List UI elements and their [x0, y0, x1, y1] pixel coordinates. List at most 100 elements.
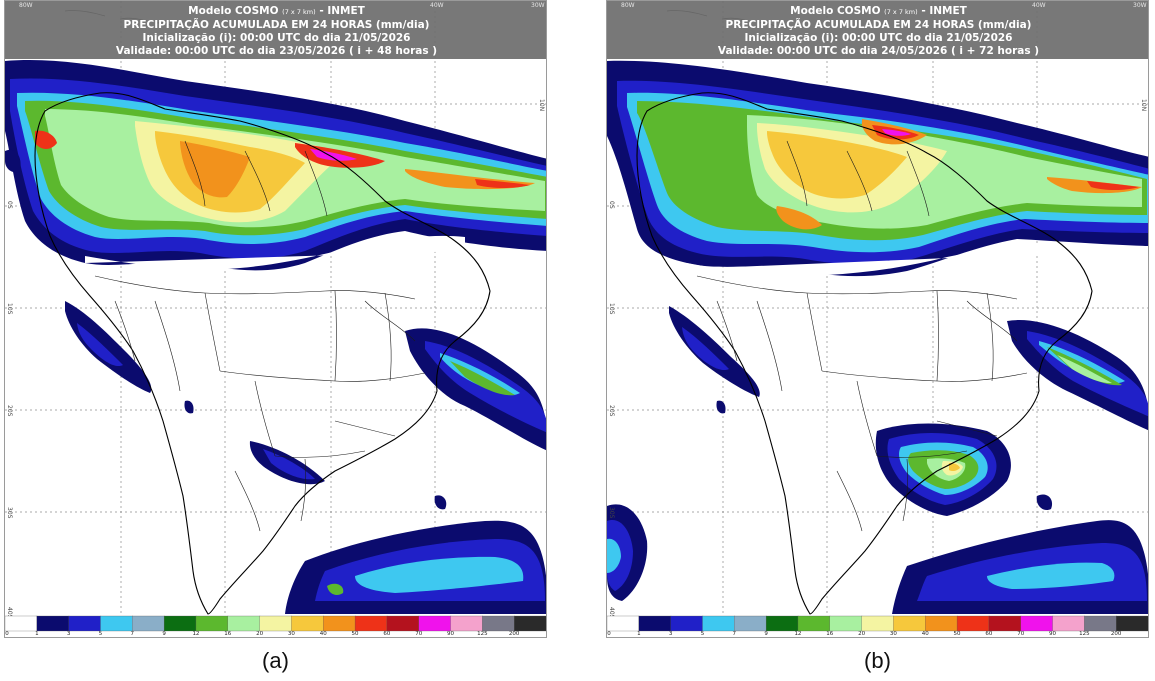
legend-swatch: [132, 615, 165, 632]
legend-swatch: [829, 615, 863, 632]
legend-swatch: [482, 615, 515, 632]
lat-label-20s: 20S: [6, 405, 13, 417]
legend-tick-label: 40: [921, 631, 929, 637]
legend-swatch: [195, 615, 229, 632]
legend-swatch: [291, 615, 324, 632]
legend-swatch: [956, 615, 990, 632]
header-line-4: Validade: 00:00 UTC do dia 24/05/2026 ( …: [717, 45, 1040, 57]
header-line-2: PRECIPITAÇÃO ACUMULADA EM 24 HORAS (mm/d…: [725, 19, 1032, 31]
legend-swatch: [670, 615, 704, 632]
lon-label-mid: 40W: [1032, 2, 1046, 9]
precipitation-map: [5, 1, 546, 615]
legend-tick-label: 3: [668, 631, 673, 637]
legend-tick-label: 5: [700, 631, 705, 637]
header-line-3: Inicialização (i): 00:00 UTC do dia 21/0…: [744, 32, 1013, 44]
legend-tick-label: 9: [162, 631, 166, 637]
header-line-4: Validade: 00:00 UTC do dia 23/05/2026 ( …: [115, 45, 438, 57]
legend-tick-label: 5: [98, 631, 103, 637]
lon-label-right: 30W: [531, 2, 545, 9]
lon-label-left: 80W: [621, 2, 635, 9]
legend-tick-label: 200: [508, 631, 520, 637]
map-frame: Modelo COSMO (7 x 7 km) - INMET PRECIPIT…: [606, 0, 1149, 638]
map-panel-b: Modelo COSMO (7 x 7 km) - INMET PRECIPIT…: [606, 0, 1149, 681]
legend-tick-label: 30: [889, 631, 897, 637]
lat-label-30s: 30S: [6, 507, 13, 519]
legend-swatch: [925, 615, 958, 632]
legend-tick-label: 12: [794, 631, 802, 637]
legend-swatch: [36, 615, 70, 632]
lat-label-10n: 10N: [538, 99, 545, 112]
legend-tick-label: 12: [192, 631, 200, 637]
legend-swatch: [354, 615, 388, 632]
coastline: [636, 92, 1093, 615]
legend-swatch: [1116, 615, 1148, 632]
legend-swatch: [893, 615, 926, 632]
legend-swatch: [418, 615, 452, 632]
legend-tick-label: 70: [415, 631, 423, 637]
political-borders: [696, 140, 1028, 532]
panel-caption-a: (a): [262, 648, 289, 673]
lat-label-20s: 20S: [608, 405, 615, 417]
color-legend-bar: [5, 615, 546, 632]
coastline: [34, 92, 491, 615]
legend-swatch: [1020, 615, 1054, 632]
map-header: Modelo COSMO (7 x 7 km) - INMET PRECIPIT…: [5, 1, 546, 59]
map-header: Modelo COSMO (7 x 7 km) - INMET PRECIPIT…: [607, 1, 1148, 59]
legend-tick-label: 1: [35, 631, 39, 637]
legend-tick-label: 20: [256, 631, 264, 637]
legend-tick-label: 60: [383, 631, 391, 637]
legend-swatch: [1084, 615, 1117, 632]
legend-swatch: [861, 615, 895, 632]
legend-tick-label: 40: [319, 631, 327, 637]
legend-swatch: [163, 615, 197, 632]
legend-tick-label: 7: [130, 631, 135, 637]
legend-swatch: [259, 615, 293, 632]
legend-swatch: [323, 615, 356, 632]
legend-swatch: [386, 615, 420, 632]
legend-swatch: [450, 615, 484, 632]
precip-field: [5, 60, 546, 614]
legend-tick-label: 16: [826, 631, 834, 637]
lat-label-30s: 30S: [608, 507, 615, 519]
lat-label-10n: 10N: [1140, 99, 1147, 112]
lat-label-0: 0S: [608, 201, 615, 209]
map-frame: Modelo COSMO (7 x 7 km) - INMET PRECIPIT…: [4, 0, 547, 638]
legend-swatch: [514, 615, 546, 632]
legend-swatch: [797, 615, 831, 632]
legend-tick-label: 16: [224, 631, 232, 637]
legend-tick-label: 9: [764, 631, 768, 637]
legend-tick-label: 90: [1049, 631, 1057, 637]
map-panel-a: Modelo COSMO (7 x 7 km) - INMET PRECIPIT…: [4, 0, 547, 681]
legend-tick-label: 0: [5, 631, 9, 637]
legend-swatch: [100, 615, 133, 632]
panel-caption-b: (b): [864, 648, 891, 673]
color-legend-ticks: 0 1 3 5 7 9 12 16 20 30 40 50 60 70 90 125 200: [607, 631, 1148, 637]
precip-field: [607, 60, 1148, 614]
legend-swatch: [765, 615, 799, 632]
lat-label-0: 0S: [6, 201, 13, 209]
legend-tick-label: 125: [1079, 631, 1090, 637]
legend-tick-label: 50: [953, 631, 961, 637]
header-line-1: Modelo COSMO (7 x 7 km) - INMET: [790, 5, 967, 17]
lon-label-mid: 40W: [430, 2, 444, 9]
lon-label-right: 30W: [1133, 2, 1147, 9]
legend-tick-label: 50: [351, 631, 359, 637]
legend-swatch: [988, 615, 1022, 632]
legend-tick-label: 20: [858, 631, 866, 637]
header-line-2: PRECIPITAÇÃO ACUMULADA EM 24 HORAS (mm/d…: [123, 19, 430, 31]
lat-label-10s: 10S: [608, 303, 615, 315]
color-legend-ticks: 0 1 3 5 7 9 12 16 20 30 40 50 60 70 90 125 200: [5, 631, 546, 637]
legend-tick-label: 0: [607, 631, 611, 637]
legend-swatch: [734, 615, 767, 632]
legend-tick-label: 200: [1110, 631, 1122, 637]
legend-tick-label: 3: [66, 631, 71, 637]
header-line-1: Modelo COSMO (7 x 7 km) - INMET: [188, 5, 365, 17]
legend-swatch: [227, 615, 261, 632]
legend-tick-label: 70: [1017, 631, 1025, 637]
header-line-3: Inicialização (i): 00:00 UTC do dia 21/0…: [142, 32, 411, 44]
legend-swatch: [68, 615, 102, 632]
legend-tick-label: 60: [985, 631, 993, 637]
political-borders: [94, 140, 426, 532]
legend-tick-label: 7: [732, 631, 737, 637]
color-legend-bar: [607, 615, 1148, 632]
